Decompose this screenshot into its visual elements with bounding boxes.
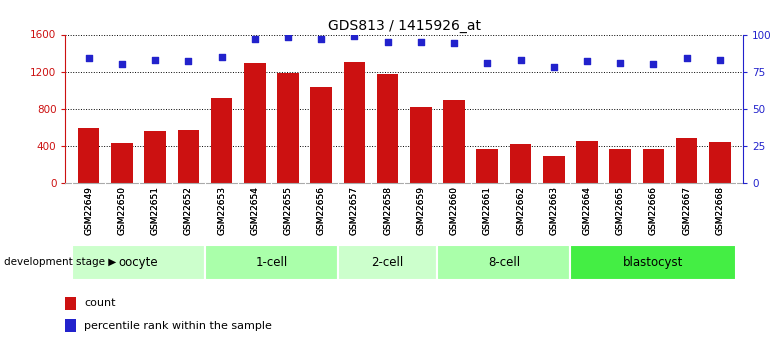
Point bbox=[481, 60, 494, 66]
Bar bbox=[111, 143, 132, 183]
Bar bbox=[72, 245, 205, 280]
Text: GSM22662: GSM22662 bbox=[516, 186, 525, 235]
Bar bbox=[277, 72, 299, 183]
Text: GSM22665: GSM22665 bbox=[616, 186, 624, 235]
Point bbox=[581, 58, 593, 64]
Text: GSM22658: GSM22658 bbox=[383, 186, 392, 235]
Bar bbox=[65, 319, 75, 332]
Text: GSM22667: GSM22667 bbox=[682, 186, 691, 235]
Text: 1-cell: 1-cell bbox=[256, 256, 287, 269]
Point bbox=[149, 57, 161, 62]
Point bbox=[381, 39, 393, 45]
Bar bbox=[205, 245, 338, 280]
Bar bbox=[477, 149, 498, 183]
Text: GSM22663: GSM22663 bbox=[549, 186, 558, 235]
Point bbox=[249, 36, 261, 42]
Point bbox=[714, 57, 726, 62]
Point bbox=[315, 36, 327, 42]
Bar bbox=[576, 141, 598, 183]
Point bbox=[216, 54, 228, 60]
Point bbox=[182, 58, 195, 64]
Bar bbox=[144, 131, 166, 183]
Text: GSM22650: GSM22650 bbox=[117, 186, 126, 235]
Text: oocyte: oocyte bbox=[119, 256, 159, 269]
Text: count: count bbox=[84, 298, 116, 308]
Text: GSM22657: GSM22657 bbox=[350, 186, 359, 235]
Bar bbox=[343, 62, 365, 183]
Point bbox=[82, 56, 95, 61]
Text: 8-cell: 8-cell bbox=[488, 256, 520, 269]
Bar bbox=[178, 130, 199, 183]
Text: GSM22651: GSM22651 bbox=[151, 186, 159, 235]
Bar bbox=[643, 149, 665, 183]
Bar bbox=[78, 128, 99, 183]
Bar bbox=[709, 142, 731, 183]
Text: 2-cell: 2-cell bbox=[371, 256, 403, 269]
Text: GSM22654: GSM22654 bbox=[250, 186, 259, 235]
Point bbox=[614, 60, 626, 66]
Point bbox=[282, 35, 294, 40]
Title: GDS813 / 1415926_at: GDS813 / 1415926_at bbox=[328, 19, 480, 33]
Point bbox=[681, 56, 693, 61]
Point bbox=[116, 61, 128, 67]
Bar bbox=[571, 245, 736, 280]
Bar bbox=[510, 144, 531, 183]
Text: GSM22659: GSM22659 bbox=[417, 186, 425, 235]
Bar bbox=[410, 107, 432, 183]
Text: percentile rank within the sample: percentile rank within the sample bbox=[84, 321, 272, 331]
Bar bbox=[676, 138, 698, 183]
Text: GSM22660: GSM22660 bbox=[450, 186, 459, 235]
Bar bbox=[609, 149, 631, 183]
Bar bbox=[543, 156, 564, 183]
Text: GSM22664: GSM22664 bbox=[582, 186, 591, 235]
Point bbox=[648, 61, 660, 67]
Text: GSM22661: GSM22661 bbox=[483, 186, 492, 235]
Bar bbox=[65, 297, 75, 310]
Bar bbox=[338, 245, 437, 280]
Text: GSM22653: GSM22653 bbox=[217, 186, 226, 235]
Text: GSM22655: GSM22655 bbox=[283, 186, 293, 235]
Point bbox=[415, 39, 427, 45]
Point bbox=[448, 41, 460, 46]
Text: GSM22652: GSM22652 bbox=[184, 186, 192, 235]
Bar bbox=[437, 245, 571, 280]
Point bbox=[514, 57, 527, 62]
Text: GSM22656: GSM22656 bbox=[316, 186, 326, 235]
Text: GSM22649: GSM22649 bbox=[84, 186, 93, 235]
Point bbox=[348, 33, 360, 39]
Bar bbox=[444, 100, 465, 183]
Bar bbox=[244, 63, 266, 183]
Bar bbox=[211, 98, 233, 183]
Text: GSM22666: GSM22666 bbox=[649, 186, 658, 235]
Point bbox=[547, 65, 560, 70]
Bar bbox=[310, 87, 332, 183]
Bar bbox=[377, 74, 398, 183]
Text: development stage ▶: development stage ▶ bbox=[4, 257, 116, 267]
Text: GSM22668: GSM22668 bbox=[715, 186, 725, 235]
Text: blastocyst: blastocyst bbox=[623, 256, 684, 269]
